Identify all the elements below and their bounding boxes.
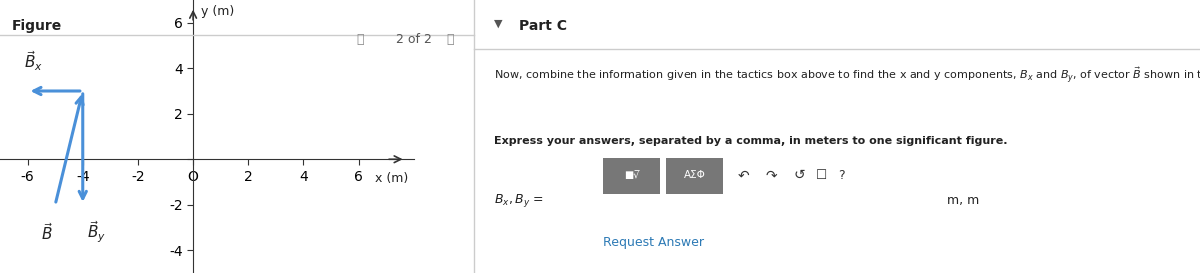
- Text: $\vec{B}_x$: $\vec{B}_x$: [24, 50, 43, 73]
- Text: ↺: ↺: [793, 168, 805, 182]
- Text: AΣΦ: AΣΦ: [684, 170, 706, 180]
- Text: 2 of 2: 2 of 2: [396, 33, 432, 46]
- Text: ▼: ▼: [494, 19, 503, 29]
- Text: Request Answer: Request Answer: [604, 236, 704, 250]
- Text: $B_x, B_y$ =: $B_x, B_y$ =: [494, 192, 544, 209]
- Text: Figure: Figure: [12, 19, 62, 33]
- Text: ?: ?: [839, 169, 845, 182]
- Text: ↶: ↶: [738, 168, 750, 182]
- Text: ■√̅: ■√̅: [624, 170, 640, 180]
- Bar: [666, 158, 724, 194]
- Text: $\vec{B}$: $\vec{B}$: [41, 222, 53, 242]
- Text: $\vec{B}_y$: $\vec{B}_y$: [88, 219, 106, 245]
- Text: 〉: 〉: [446, 33, 454, 46]
- Text: x (m): x (m): [376, 172, 408, 185]
- Bar: [602, 158, 660, 194]
- Text: ☐: ☐: [816, 169, 827, 182]
- Text: Part C: Part C: [520, 19, 568, 33]
- Text: 〈: 〈: [356, 33, 364, 46]
- Text: m, m: m, m: [947, 194, 979, 207]
- Text: Now, combine the information given in the tactics box above to find the x and y : Now, combine the information given in th…: [494, 66, 1200, 86]
- Text: Express your answers, separated by a comma, in meters to one significant figure.: Express your answers, separated by a com…: [494, 136, 1008, 147]
- Text: ↷: ↷: [766, 168, 778, 182]
- Text: y (m): y (m): [202, 5, 235, 17]
- Text: Submit: Submit: [522, 236, 572, 250]
